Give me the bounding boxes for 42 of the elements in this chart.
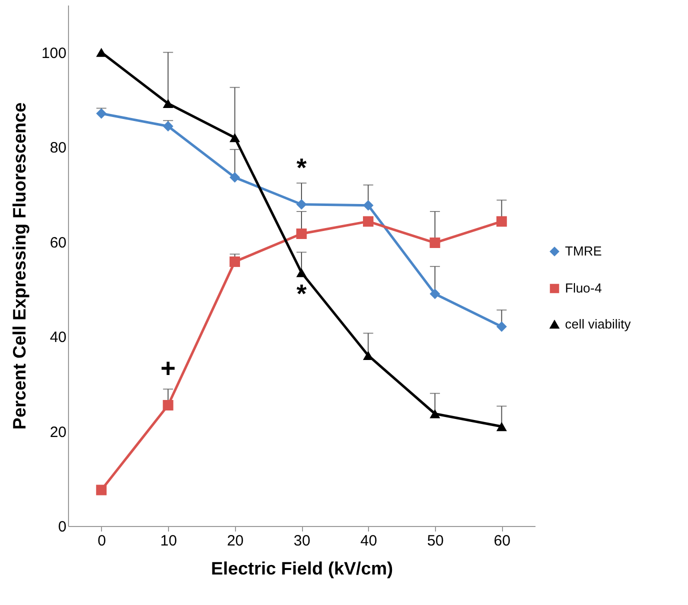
y-tick-label: 60: [50, 234, 66, 252]
x-tick-label: 60: [494, 532, 510, 550]
x-axis-title: Electric Field (kV/cm): [210, 558, 394, 578]
annotation: *: [296, 152, 308, 182]
x-tick-label: 10: [160, 532, 177, 550]
x-tick-label: 30: [294, 532, 310, 550]
point: [362, 350, 374, 360]
point: [296, 199, 307, 210]
point: [296, 268, 307, 278]
point: [430, 288, 440, 300]
point: [430, 238, 440, 248]
annotation: +: [160, 353, 176, 384]
legend-label: Fluo-4: [565, 280, 602, 296]
point: [496, 422, 507, 432]
point: [296, 228, 307, 240]
point: [362, 200, 374, 211]
point: [96, 48, 107, 57]
y-tick-label: 100: [41, 44, 66, 62]
point: [230, 133, 240, 142]
x-tick-label: 50: [427, 532, 444, 550]
y-tick-label: 0: [58, 518, 66, 536]
point: [362, 216, 374, 227]
point: [162, 121, 174, 132]
y-tick-label: 80: [50, 140, 66, 157]
point: [96, 484, 107, 496]
point: [230, 172, 240, 183]
point: [96, 108, 107, 119]
point: [496, 321, 507, 332]
legend-label: cell viability: [565, 316, 632, 332]
point: [230, 256, 240, 267]
x-tick-label: 20: [226, 532, 244, 550]
point: [162, 400, 174, 410]
annotation: *: [296, 278, 308, 309]
point: [162, 98, 174, 108]
y-axis-title: Percent Cell Expressing Fluorescence: [9, 102, 30, 430]
point: [430, 409, 440, 418]
y-tick-label: 20: [50, 424, 66, 441]
y-tick-label: 40: [50, 329, 66, 346]
x-tick-label: 40: [360, 532, 378, 550]
point: [496, 216, 507, 227]
x-tick-label: 0: [98, 532, 106, 550]
legend-label: TMRE: [565, 244, 602, 258]
